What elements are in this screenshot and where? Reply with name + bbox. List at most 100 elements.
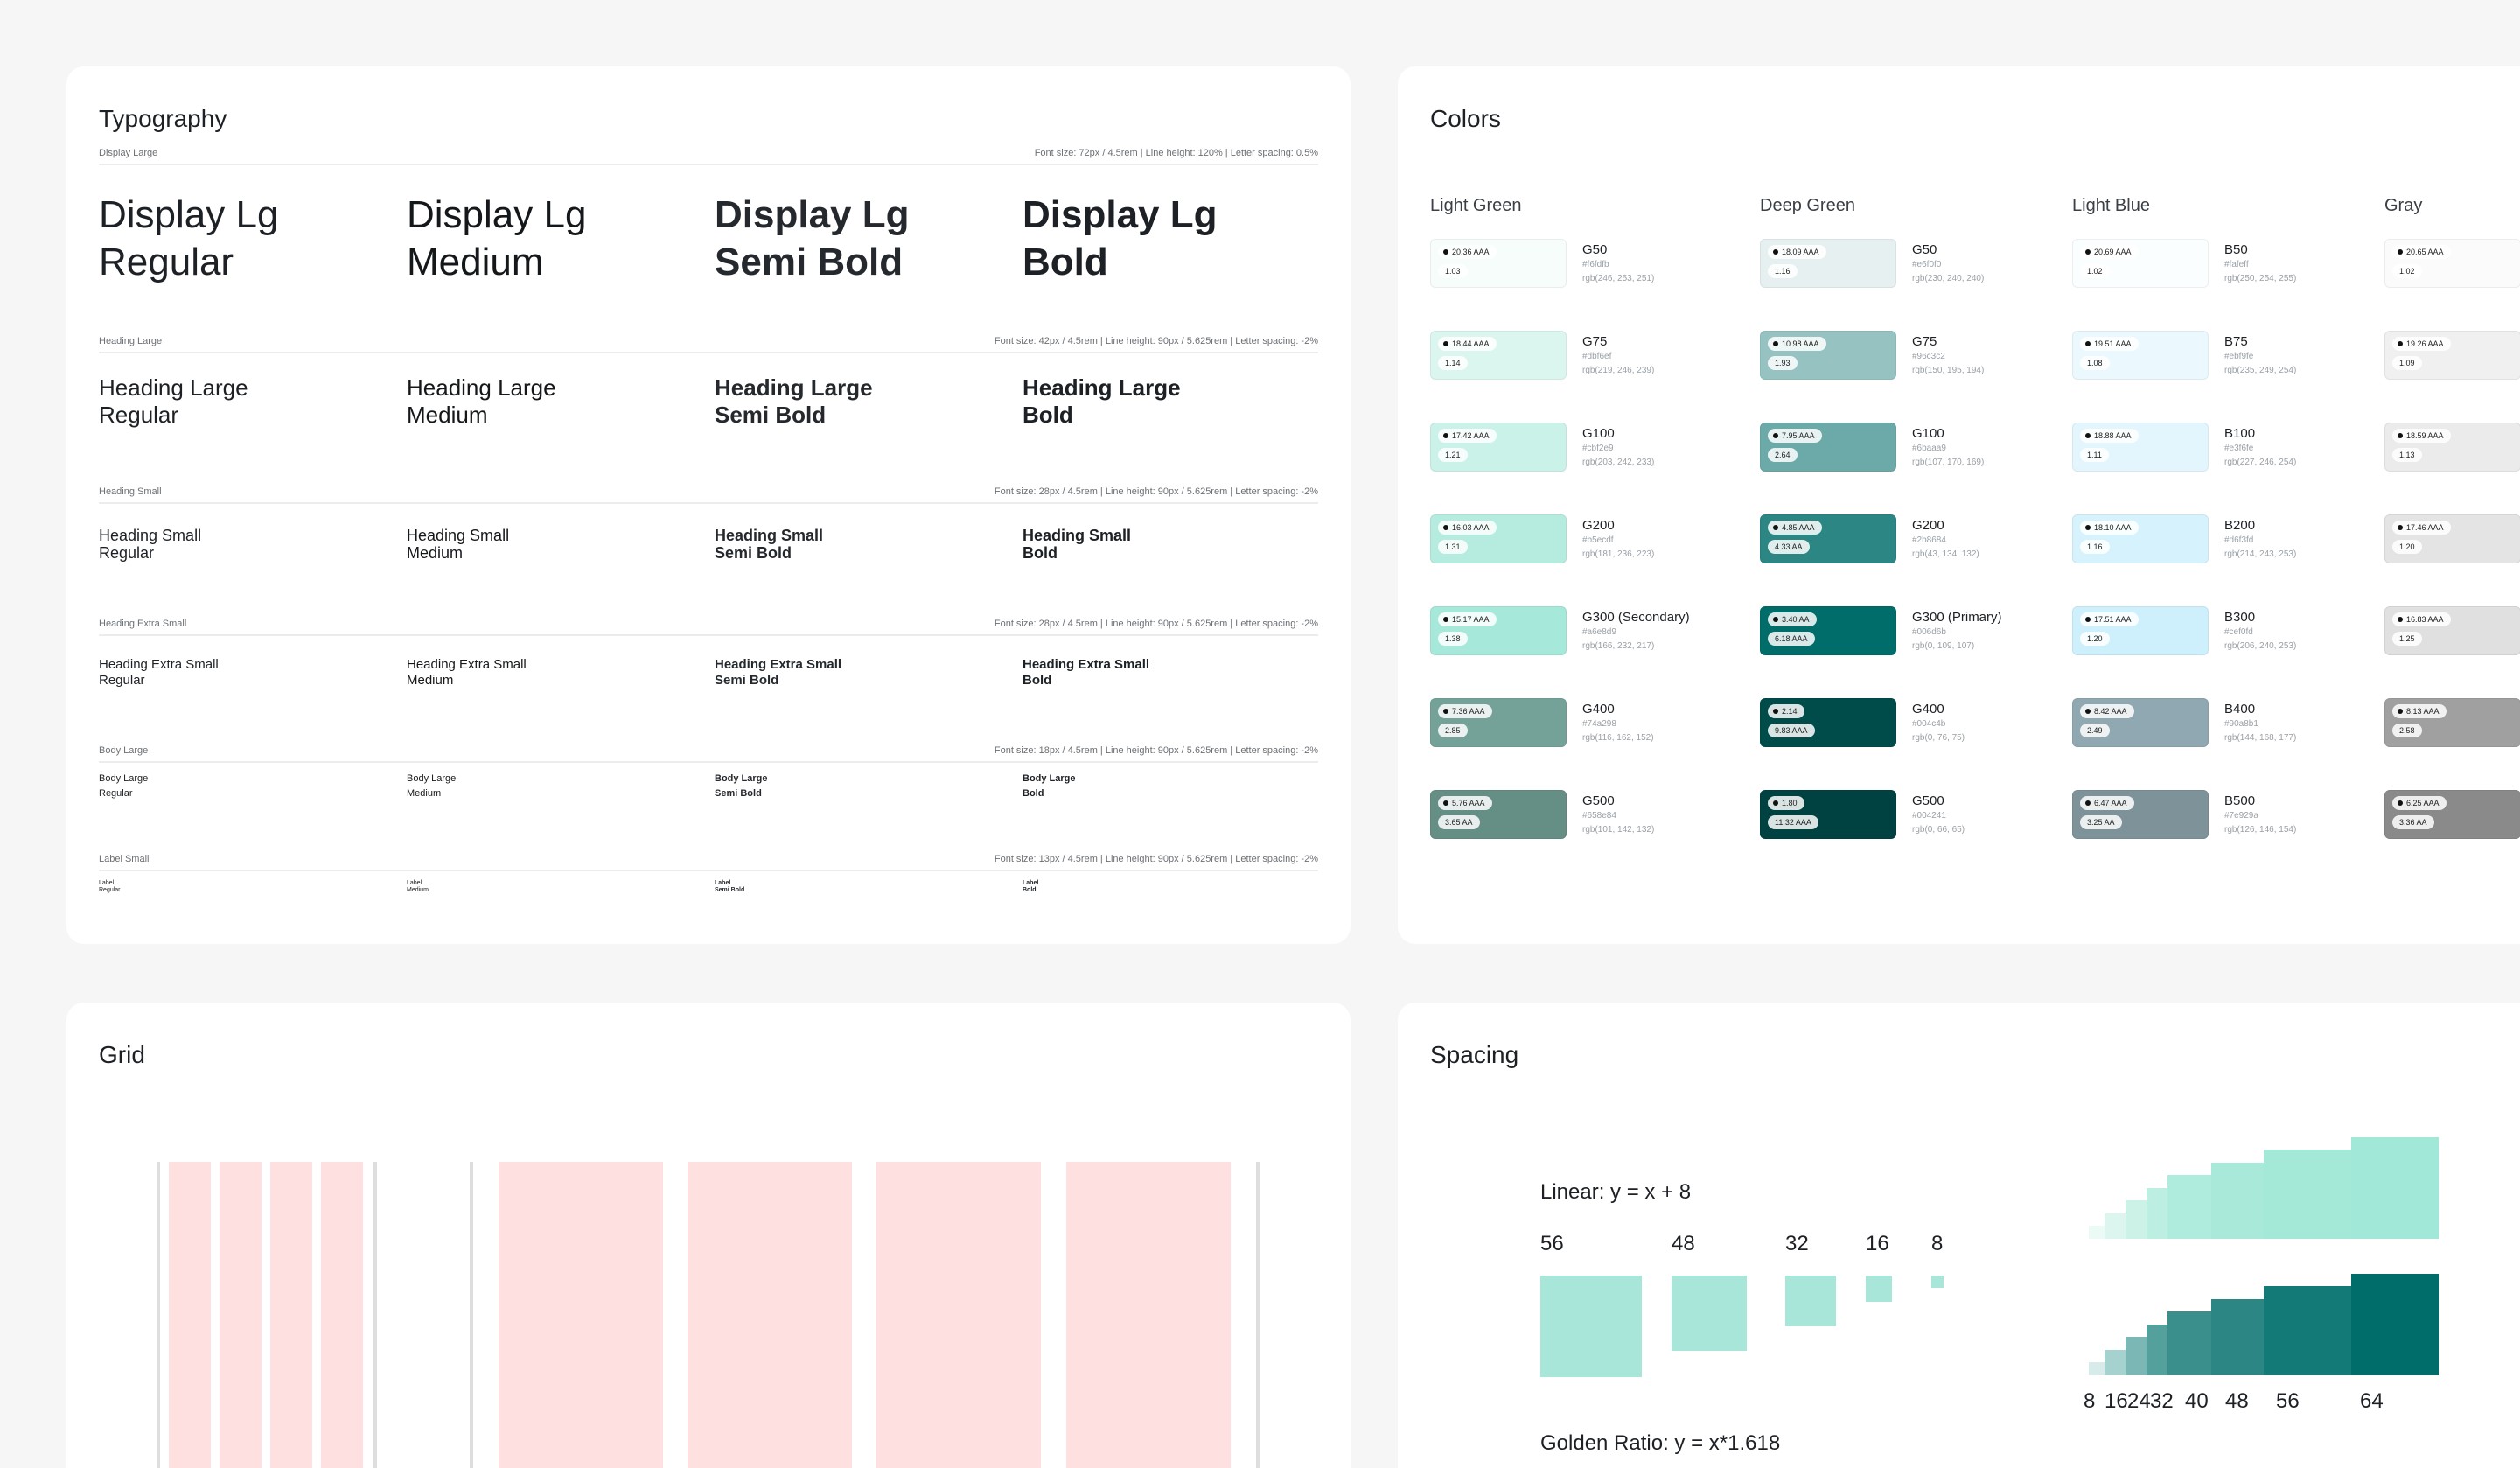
- spacing-value: 48: [1672, 1232, 1695, 1255]
- contrast-pill: 1.20: [2080, 632, 2110, 646]
- type-sample: Label Bold: [1023, 880, 1039, 894]
- contrast-pill: 2.58: [2392, 724, 2422, 737]
- color-name: G100: [1912, 426, 1944, 441]
- color-name: G200: [1912, 518, 1944, 533]
- color-name: G500: [1582, 793, 1615, 808]
- contrast-pill: 1.08: [2080, 356, 2110, 370]
- spacing-card: Spacing Linear: y = x + 8 Golden Ratio: …: [1398, 1003, 2520, 1468]
- contrast-pill: 3.25 AA: [2080, 815, 2122, 829]
- color-hex: #cef0fd: [2224, 627, 2253, 637]
- color-hex: #004241: [1912, 811, 1946, 821]
- typography-title: Typography: [99, 105, 227, 132]
- spacing-square: [1540, 1276, 1642, 1377]
- spacing-bar-light: [2126, 1200, 2147, 1239]
- spacing-bar-dark: [2351, 1274, 2439, 1375]
- contrast-pill: 17.42 AAA: [1438, 429, 1497, 443]
- spacing-scale-label: 8: [2084, 1389, 2096, 1413]
- color-swatch: 17.42 AAA 1.21: [1430, 423, 1567, 472]
- type-sample: Display Lg Medium: [407, 193, 587, 283]
- type-sample: Heading Large Semi Bold: [715, 374, 873, 429]
- color-hex: #e6f0f0: [1912, 260, 1942, 269]
- type-sample: Heading Extra Small Medium: [407, 657, 527, 688]
- contrast-pill: 1.80: [1768, 796, 1804, 810]
- color-hex: #006d6b: [1912, 627, 1946, 637]
- spacing-bar-light: [2167, 1175, 2211, 1239]
- type-sample: Body Large Bold: [1023, 773, 1076, 799]
- type-sample: Heading Small Bold: [1023, 527, 1132, 563]
- type-sample: Heading Extra Small Regular: [99, 657, 219, 688]
- type-sample: Label Regular: [99, 880, 121, 894]
- spacing-scale-label: 48: [2225, 1389, 2249, 1413]
- color-swatch: 5.76 AAA 3.65 AA: [1430, 790, 1567, 839]
- type-section-specs: Font size: 18px / 4.5rem | Line height: …: [994, 745, 1318, 756]
- contrast-pill: 16.83 AAA: [2392, 612, 2451, 626]
- type-section-header: Heading Large Font size: 42px / 4.5rem | …: [99, 336, 1318, 353]
- spacing-value: 8: [1931, 1232, 1944, 1255]
- color-name: B500: [2224, 793, 2256, 808]
- type-sample: Heading Small Regular: [99, 527, 202, 563]
- contrast-pill: 6.18 AAA: [1768, 632, 1815, 646]
- contrast-pill: 2.49: [2080, 724, 2110, 737]
- color-swatch: 6.25 AAA 3.36 AA: [2384, 790, 2520, 839]
- color-swatch: 18.44 AAA 1.14: [1430, 331, 1567, 380]
- spacing-bar-light: [2264, 1150, 2351, 1239]
- grid-column: [1066, 1162, 1231, 1468]
- type-section-label: Heading Extra Small: [99, 619, 187, 629]
- contrast-pill: 18.10 AAA: [2080, 521, 2139, 535]
- color-swatch: 3.40 AA 6.18 AAA: [1760, 606, 1896, 655]
- type-sample: Display Lg Semi Bold: [715, 193, 910, 283]
- contrast-pill: 18.09 AAA: [1768, 245, 1826, 259]
- color-swatch: 17.46 AAA 1.20: [2384, 514, 2520, 563]
- grid-column: [321, 1162, 363, 1468]
- grid-column: [688, 1162, 852, 1468]
- color-name: B300: [2224, 610, 2256, 625]
- color-swatch: 4.85 AAA 4.33 AA: [1760, 514, 1896, 563]
- color-rgb: rgb(230, 240, 240): [1912, 274, 1985, 283]
- type-sample: Heading Large Medium: [407, 374, 556, 429]
- contrast-pill: 7.36 AAA: [1438, 704, 1492, 718]
- contrast-pill: 1.38: [1438, 632, 1468, 646]
- type-section-specs: Font size: 42px / 4.5rem | Line height: …: [994, 336, 1318, 346]
- color-swatch: 16.83 AAA 1.25: [2384, 606, 2520, 655]
- type-section: Body Large Font size: 18px / 4.5rem | Lin…: [99, 745, 1318, 799]
- contrast-pill: 1.11: [2080, 448, 2109, 462]
- type-section: Heading Extra Small Font size: 28px / 4.5…: [99, 619, 1318, 688]
- contrast-pill: 1.14: [1438, 356, 1468, 370]
- type-section-header: Heading Extra Small Font size: 28px / 4.5…: [99, 619, 1318, 636]
- color-name: G500: [1912, 793, 1944, 808]
- color-rgb: rgb(214, 243, 253): [2224, 549, 2297, 559]
- contrast-pill: 8.13 AAA: [2392, 704, 2447, 718]
- type-sample: Heading Extra Small Bold: [1023, 657, 1150, 688]
- type-section-header: Display Large Font size: 72px / 4.5rem | …: [99, 148, 1318, 165]
- spacing-scale-label: 32: [2150, 1389, 2174, 1413]
- color-name: B75: [2224, 334, 2248, 349]
- contrast-pill: 1.93: [1768, 356, 1798, 370]
- spacing-bar-dark: [2105, 1350, 2126, 1375]
- contrast-pill: 1.25: [2392, 632, 2422, 646]
- color-swatch: 17.51 AAA 1.20: [2072, 606, 2209, 655]
- grid-column: [220, 1162, 262, 1468]
- linear-formula: Linear: y = x + 8: [1540, 1180, 1692, 1204]
- color-rgb: rgb(116, 162, 152): [1582, 733, 1654, 743]
- spacing-scale-label: 24: [2127, 1389, 2151, 1413]
- spacing-bar-dark: [2147, 1325, 2167, 1375]
- color-swatch: 19.26 AAA 1.09: [2384, 331, 2520, 380]
- contrast-pill: 2.14: [1768, 704, 1804, 718]
- type-section-label: Heading Large: [99, 336, 163, 346]
- color-swatch: 20.36 AAA 1.03: [1430, 239, 1567, 288]
- type-section-label: Label Small: [99, 854, 150, 864]
- color-hex: #a6e8d9: [1582, 627, 1616, 637]
- color-rgb: rgb(181, 236, 223): [1582, 549, 1655, 559]
- contrast-pill: 1.21: [1438, 448, 1468, 462]
- grid-margin-line: [157, 1162, 160, 1468]
- type-section: Heading Small Font size: 28px / 4.5rem | …: [99, 486, 1318, 562]
- grid-margin-line: [470, 1162, 473, 1468]
- type-section-header: Body Large Font size: 18px / 4.5rem | Lin…: [99, 745, 1318, 763]
- type-section-specs: Font size: 72px / 4.5rem | Line height: …: [1034, 148, 1318, 158]
- color-group-label: Light Green: [1430, 196, 1522, 215]
- spacing-bar-dark: [2089, 1362, 2105, 1375]
- type-sample: Heading Large Bold: [1023, 374, 1181, 429]
- color-swatch: 2.14 9.83 AAA: [1760, 698, 1896, 747]
- contrast-pill: 4.85 AAA: [1768, 521, 1822, 535]
- color-rgb: rgb(144, 168, 177): [2224, 733, 2297, 743]
